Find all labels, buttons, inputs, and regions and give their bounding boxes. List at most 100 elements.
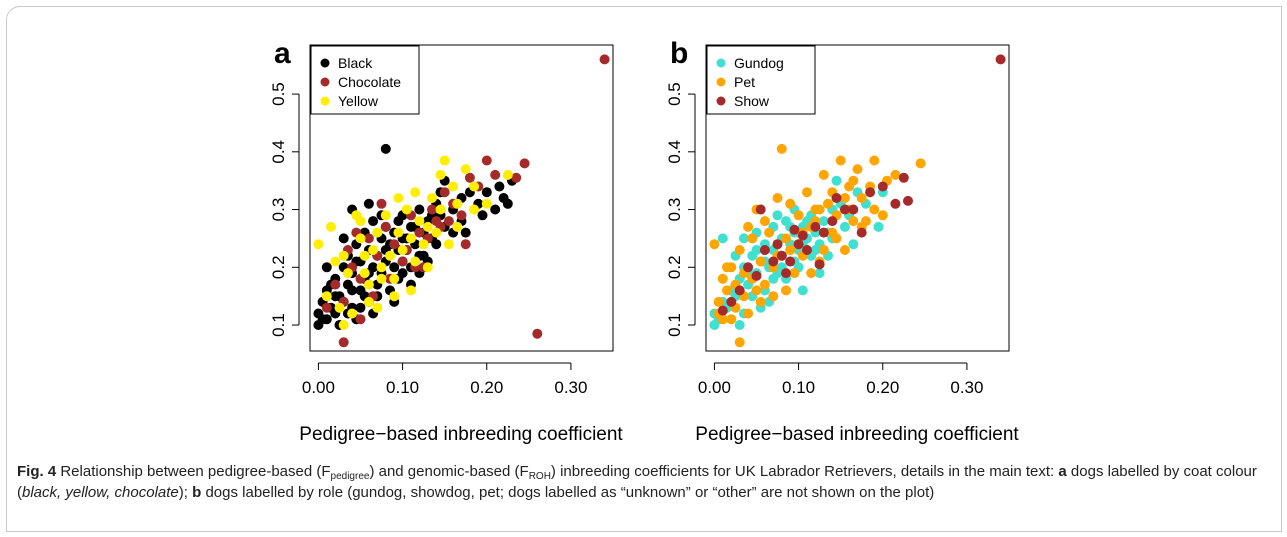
point-show [751, 270, 762, 281]
point-show [743, 262, 754, 273]
caption-text-1: Relationship between pedigree-based (F [56, 463, 331, 480]
point-gundog [839, 221, 850, 232]
point-show [810, 221, 821, 232]
point-black [355, 302, 366, 313]
point-chocolate [439, 187, 450, 198]
point-chocolate [376, 198, 387, 209]
caption-sub-pedigree: pedigree [330, 471, 370, 482]
point-gundog [751, 245, 762, 255]
point-pet [709, 239, 720, 250]
point-chocolate [414, 227, 425, 238]
point-gundog [717, 233, 728, 244]
point-chocolate [490, 169, 501, 180]
point-show [856, 227, 867, 238]
point-yellow [330, 256, 341, 267]
point-pet [722, 285, 732, 296]
point-yellow [389, 273, 400, 284]
point-pet [751, 285, 762, 296]
caption-text-4: dogs labelled by coat colour ( [17, 463, 1257, 501]
point-show [785, 256, 796, 267]
point-yellow [410, 187, 421, 198]
point-yellow [414, 216, 425, 227]
caption-colours: black, yellow, chocolate [22, 484, 179, 501]
y-tick-label: 0.1 [665, 313, 684, 337]
point-black [393, 216, 404, 227]
point-pet [789, 268, 800, 279]
legend-marker-black [320, 58, 330, 68]
panel-a: a 0.1 0.2 0.3 0.4 0.5 0.00 0.10 0.20 0.30 Pedig… [269, 37, 623, 445]
figure-caption: Fig. 4 Relationship between pedigree-bas… [17, 461, 1272, 503]
x-tick-label: 0.30 [950, 378, 983, 397]
point-yellow [363, 279, 374, 290]
point-yellow [427, 193, 437, 203]
caption-label-b: b [192, 484, 202, 501]
point-chocolate [532, 328, 543, 339]
point-pet [734, 337, 745, 348]
point-pet [747, 233, 758, 244]
point-yellow [435, 204, 446, 215]
point-pet [781, 233, 791, 244]
y-tick-label: 0.2 [269, 255, 288, 279]
point-pet [835, 155, 846, 166]
point-pet [743, 308, 754, 319]
point-show [903, 195, 913, 206]
panel-b: b 0.1 0.2 0.3 0.4 0.5 0.00 0.10 0.20 0.30 Pedig… [665, 37, 1019, 445]
point-yellow [469, 181, 480, 192]
panel-b-x-axis-title: Pedigree−based inbreeding coefficient [695, 424, 1019, 445]
panel-a-legend: Black Chocolate Yellow [310, 45, 420, 115]
point-pet [877, 210, 888, 221]
point-chocolate [363, 233, 374, 244]
panel-a-plot-box [309, 44, 614, 352]
panel-b-points [709, 54, 1006, 348]
y-tick-label: 0.1 [269, 313, 288, 337]
point-gundog [768, 273, 779, 284]
point-pet [781, 285, 791, 296]
point-yellow [342, 268, 353, 279]
caption-fig-label: Fig. 4 [17, 463, 57, 480]
point-show [995, 54, 1006, 65]
point-yellow [410, 256, 421, 267]
point-show [818, 227, 829, 238]
caption-label-a: a [1058, 463, 1067, 480]
point-black [494, 181, 505, 192]
point-yellow [368, 245, 379, 255]
point-black [431, 239, 442, 250]
caption-sub-roh: ROH [528, 471, 551, 482]
point-pet [764, 227, 775, 238]
point-pet [856, 193, 867, 203]
point-pet [772, 193, 783, 203]
panel-a-y-axis: 0.1 0.2 0.3 0.4 0.5 [269, 82, 300, 337]
caption-text-5: ); [178, 484, 193, 501]
legend-marker-gundog [716, 58, 726, 68]
point-chocolate [519, 158, 530, 169]
point-chocolate [427, 204, 437, 215]
point-yellow [334, 302, 345, 313]
point-black [368, 216, 379, 227]
point-pet [717, 273, 728, 284]
point-gundog [873, 221, 884, 232]
point-pet [915, 158, 926, 169]
panel-b-legend: Gundog Pet Show [706, 45, 816, 115]
point-show [839, 204, 850, 215]
panel-a-letter: a [274, 37, 291, 70]
point-yellow [326, 221, 336, 232]
y-tick-label: 0.2 [665, 255, 684, 279]
point-gundog [734, 320, 745, 330]
point-pet [802, 187, 812, 198]
point-yellow [435, 169, 446, 180]
point-chocolate [380, 221, 391, 232]
point-black [477, 210, 488, 221]
point-show [848, 204, 859, 215]
point-yellow [452, 221, 463, 232]
point-pet [713, 296, 724, 307]
x-tick-label: 0.20 [470, 378, 503, 397]
point-chocolate [338, 337, 349, 348]
point-show [781, 268, 791, 279]
point-yellow [372, 302, 383, 313]
point-black [502, 198, 513, 209]
point-yellow [422, 221, 433, 232]
x-tick-label: 0.10 [386, 378, 419, 397]
point-gundog [848, 239, 859, 250]
point-pet [759, 216, 770, 227]
point-chocolate [464, 172, 475, 183]
